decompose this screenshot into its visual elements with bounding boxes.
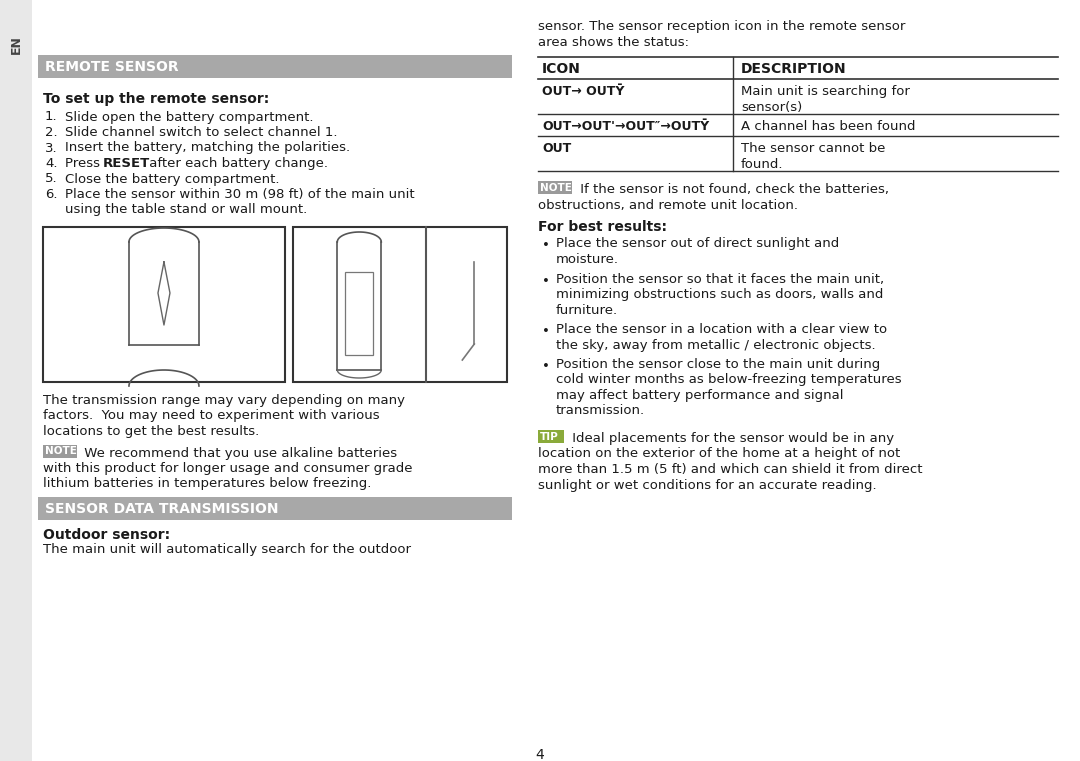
Text: RESET: RESET	[103, 157, 150, 170]
Text: location on the exterior of the home at a height of not: location on the exterior of the home at …	[538, 447, 901, 460]
Text: •: •	[542, 325, 550, 338]
Text: Press: Press	[65, 157, 105, 170]
Bar	[0, 0, 32, 761]
Text: using the table stand or wall mount.: using the table stand or wall mount.	[65, 203, 307, 216]
Text: The main unit will automatically search for the outdoor: The main unit will automatically search …	[43, 543, 411, 556]
Text: For best results:: For best results:	[538, 220, 667, 234]
Text: Place the sensor within 30 m (98 ft) of the main unit: Place the sensor within 30 m (98 ft) of …	[65, 188, 415, 201]
Bar	[43, 444, 77, 457]
Text: We recommend that you use alkaline batteries: We recommend that you use alkaline batte…	[80, 447, 397, 460]
Text: Close the battery compartment.: Close the battery compartment.	[65, 173, 280, 186]
Text: If the sensor is not found, check the batteries,: If the sensor is not found, check the ba…	[576, 183, 889, 196]
Text: Slide channel switch to select channel 1.: Slide channel switch to select channel 1…	[65, 126, 337, 139]
Text: OUT: OUT	[542, 142, 571, 155]
Text: obstructions, and remote unit location.: obstructions, and remote unit location.	[538, 199, 798, 212]
Text: transmission.: transmission.	[556, 405, 645, 418]
Text: Ideal placements for the sensor would be in any: Ideal placements for the sensor would be…	[568, 432, 894, 445]
Text: 3.: 3.	[45, 142, 57, 154]
Text: lithium batteries in temperatures below freezing.: lithium batteries in temperatures below …	[43, 477, 372, 491]
Text: found.: found.	[741, 158, 783, 170]
Text: 4: 4	[536, 748, 544, 761]
Text: 5.: 5.	[45, 173, 57, 186]
Text: TIP: TIP	[540, 432, 558, 442]
Text: the sky, away from metallic / electronic objects.: the sky, away from metallic / electronic…	[556, 339, 876, 352]
Text: locations to get the best results.: locations to get the best results.	[43, 425, 259, 438]
Bar	[43, 227, 285, 382]
Text: minimizing obstructions such as doors, walls and: minimizing obstructions such as doors, w…	[556, 288, 883, 301]
Text: ICON: ICON	[542, 62, 581, 76]
Text: Slide open the battery compartment.: Slide open the battery compartment.	[65, 110, 313, 123]
Text: Insert the battery, matching the polarities.: Insert the battery, matching the polarit…	[65, 142, 350, 154]
Text: NOTE: NOTE	[540, 183, 572, 193]
Text: cold winter months as below-freezing temperatures: cold winter months as below-freezing tem…	[556, 374, 902, 387]
Text: Main unit is searching for: Main unit is searching for	[741, 85, 909, 98]
Text: furniture.: furniture.	[556, 304, 618, 317]
Text: To set up the remote sensor:: To set up the remote sensor:	[43, 92, 269, 106]
Text: NOTE: NOTE	[45, 447, 77, 457]
Text: 6.: 6.	[45, 188, 57, 201]
Text: more than 1.5 m (5 ft) and which can shield it from direct: more than 1.5 m (5 ft) and which can shi…	[538, 463, 922, 476]
Text: Place the sensor in a location with a clear view to: Place the sensor in a location with a cl…	[556, 323, 887, 336]
Text: sensor(s): sensor(s)	[741, 100, 802, 113]
Text: after each battery change.: after each battery change.	[145, 157, 328, 170]
Text: 2.: 2.	[45, 126, 57, 139]
Text: area shows the status:: area shows the status:	[538, 36, 689, 49]
Text: Position the sensor close to the main unit during: Position the sensor close to the main un…	[556, 358, 880, 371]
Bar	[38, 55, 512, 78]
Bar	[538, 181, 572, 194]
Text: Outdoor sensor:: Outdoor sensor:	[43, 528, 171, 542]
Text: may affect battery performance and signal: may affect battery performance and signa…	[556, 389, 843, 402]
Text: factors.  You may need to experiment with various: factors. You may need to experiment with…	[43, 409, 380, 422]
Text: The transmission range may vary depending on many: The transmission range may vary dependin…	[43, 394, 405, 407]
Text: REMOTE SENSOR: REMOTE SENSOR	[45, 60, 178, 74]
Bar	[38, 497, 512, 520]
Text: The sensor cannot be: The sensor cannot be	[741, 142, 886, 155]
Bar	[538, 430, 564, 443]
Text: 4.: 4.	[45, 157, 57, 170]
Text: 1.: 1.	[45, 110, 57, 123]
Text: EN: EN	[10, 35, 23, 54]
Text: •: •	[542, 360, 550, 373]
Text: OUT→ OUTȲ: OUT→ OUTȲ	[542, 85, 624, 98]
Text: OUT→OUT'→OUT″→OUTȲ: OUT→OUT'→OUT″→OUTȲ	[542, 120, 710, 133]
Text: sunlight or wet conditions for an accurate reading.: sunlight or wet conditions for an accura…	[538, 479, 877, 492]
Text: DESCRIPTION: DESCRIPTION	[741, 62, 847, 76]
Text: moisture.: moisture.	[556, 253, 619, 266]
Text: A channel has been found: A channel has been found	[741, 120, 916, 133]
Text: Place the sensor out of direct sunlight and: Place the sensor out of direct sunlight …	[556, 237, 839, 250]
Bar	[346, 272, 374, 355]
Text: sensor. The sensor reception icon in the remote sensor: sensor. The sensor reception icon in the…	[538, 20, 905, 33]
Text: •: •	[542, 275, 550, 288]
Text: Position the sensor so that it faces the main unit,: Position the sensor so that it faces the…	[556, 272, 885, 285]
Text: with this product for longer usage and consumer grade: with this product for longer usage and c…	[43, 462, 413, 475]
Bar	[293, 227, 507, 382]
Text: •: •	[542, 240, 550, 253]
Text: SENSOR DATA TRANSMISSION: SENSOR DATA TRANSMISSION	[45, 502, 279, 516]
